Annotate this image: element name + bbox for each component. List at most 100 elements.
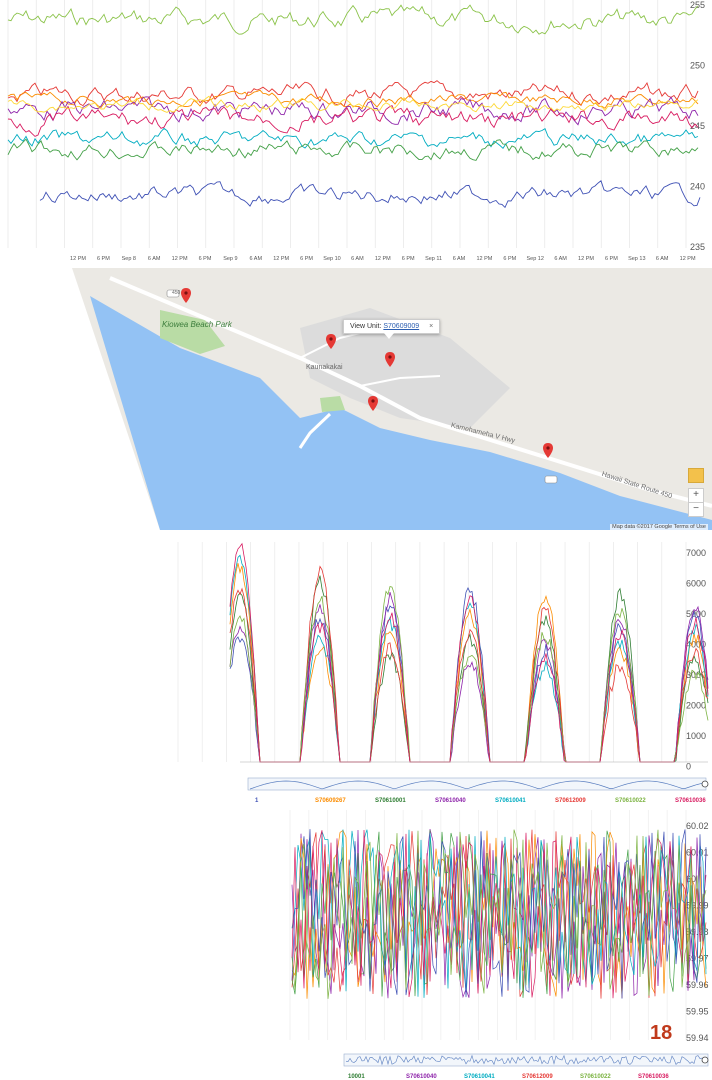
y-tick-label: 255 [690,0,705,10]
x-tick-label: 6 AM [148,256,161,262]
frequency-series-line [291,829,707,999]
voltage-series-line [7,4,699,35]
voltage-series-line [39,180,701,209]
map-marker[interactable] [368,396,378,411]
navigator-line [345,1054,705,1066]
x-tick-label: 6 PM [503,256,516,262]
y-tick-label: 59.98 [686,927,709,937]
legend-item[interactable]: 1 [255,798,259,804]
navigator-handle[interactable] [701,1056,709,1064]
power-series-line [229,585,709,763]
map-marker[interactable] [543,443,553,458]
y-tick-label: 235 [690,242,705,252]
map-attribution: Map data ©2017 Google Terms of Use [610,524,708,530]
x-tick-label: 6 AM [453,256,466,262]
x-tick-label: 12 PM [680,256,696,262]
navigator-line [249,780,704,790]
x-tick-label: 6 PM [300,256,313,262]
x-tick-label: 12 PM [375,256,391,262]
x-tick-label: 12 PM [476,256,492,262]
voltage-series-line [7,96,699,126]
y-tick-label: 6000 [686,579,706,589]
x-tick-label: 12 PM [70,256,86,262]
x-tick-label: 12 PM [578,256,594,262]
page-number-badge: 18 [650,1022,673,1044]
legend-item[interactable]: S70610001 [375,798,406,804]
y-tick-label: 240 [690,182,705,192]
legend-item[interactable]: S70610041 [464,1074,495,1080]
y-tick-label: 59.96 [686,980,709,990]
y-tick-label: 7000 [686,548,706,558]
route-shield-label: 450 [172,290,181,296]
y-tick-label: 60.02 [686,821,709,831]
town-label: Kaunakakai [306,364,343,371]
power-series-line [229,586,709,763]
map-canvas[interactable] [0,268,712,532]
x-tick-label: 6 PM [605,256,618,262]
frequency-chart: 60.0260.016059.9959.9859.9759.9659.9559.… [289,810,709,1080]
power-series-line [229,542,709,763]
legend-item[interactable]: S70612009 [522,1074,553,1080]
voltage-series-line [7,104,699,137]
map-marker[interactable] [181,288,191,303]
map-marker[interactable] [326,334,336,349]
x-tick-label: 6 PM [97,256,110,262]
x-tick-label: 6 AM [250,256,263,262]
frequency-series-line [291,829,707,999]
map-marker[interactable] [385,352,395,367]
x-tick-label: Sep 10 [323,256,340,262]
pegman-icon[interactable] [688,468,704,483]
x-tick-label: Sep 12 [526,256,543,262]
x-tick-label: 6 PM [199,256,212,262]
y-tick-label: 2000 [686,701,706,711]
x-tick-label: Sep 9 [223,256,237,262]
x-tick-label: 6 AM [351,256,364,262]
zoom-in-button[interactable]: + [688,488,704,503]
zoom-out-button[interactable]: − [688,502,704,517]
legend-item[interactable]: 10001 [348,1074,365,1080]
map-pin-icon [326,334,336,349]
y-tick-label: 3000 [686,670,706,680]
view-unit-link[interactable]: S70609009 [383,323,420,330]
map-info-window: View Unit: S70609009 × [343,319,441,339]
x-tick-label: 6 PM [402,256,415,262]
frequency-series-line [291,829,707,999]
voltage-series-line [7,89,699,110]
legend-item[interactable]: S70610022 [615,798,646,804]
map-panel[interactable]: 450 Kiowea Beach Park Kaunakakai Kameham… [0,268,712,532]
power-series-line [229,563,709,763]
legend-item[interactable]: S70610022 [580,1074,611,1080]
x-tick-label: 6 AM [656,256,669,262]
y-tick-label: 1000 [686,731,706,741]
voltage-series-line [7,127,699,149]
legend-item[interactable]: S70612009 [555,798,586,804]
y-tick-label: 59.94 [686,1033,709,1043]
power-chart: 7000 6000 5000 4000 3000 2000 1000 0 1 S70609267 S… [177,542,709,804]
x-tick-label: 12 PM [172,256,188,262]
power-series-line [229,575,709,763]
x-tick-label: 12 PM [273,256,289,262]
legend-item[interactable]: S70610036 [675,798,706,804]
info-window-prefix: View Unit: [350,323,382,330]
legend-item[interactable]: S70610040 [406,1074,437,1080]
park-label: Kiowea Beach Park [162,320,232,329]
navigator-handle[interactable] [701,780,709,788]
legend-item[interactable]: S70609267 [315,798,346,804]
legend-item[interactable]: S70610040 [435,798,466,804]
y-tick-label: 4000 [686,640,706,650]
power-chart-panel: 7000 6000 5000 4000 3000 2000 1000 0 1 S70609267 S… [0,532,712,804]
x-tick-label: Sep 8 [122,256,136,262]
close-icon[interactable]: × [429,323,434,330]
y-tick-label: 59.99 [686,901,709,911]
legend-item[interactable]: S70610041 [495,798,526,804]
voltage-series-line [7,138,699,161]
voltage-chart: 255 250 245 240 235 12 PM 6 PM Sep 8 6 AM 12 PM 6 … [7,0,705,262]
voltage-series-line [7,95,699,113]
x-tick-label: 6 AM [554,256,567,262]
legend-item[interactable]: S70610036 [638,1074,669,1080]
range-navigator[interactable] [247,777,707,791]
map-pin-icon [181,288,191,303]
y-tick-label: 59.95 [686,1007,709,1017]
voltage-series-line [7,80,699,108]
x-tick-label: Sep 13 [628,256,645,262]
